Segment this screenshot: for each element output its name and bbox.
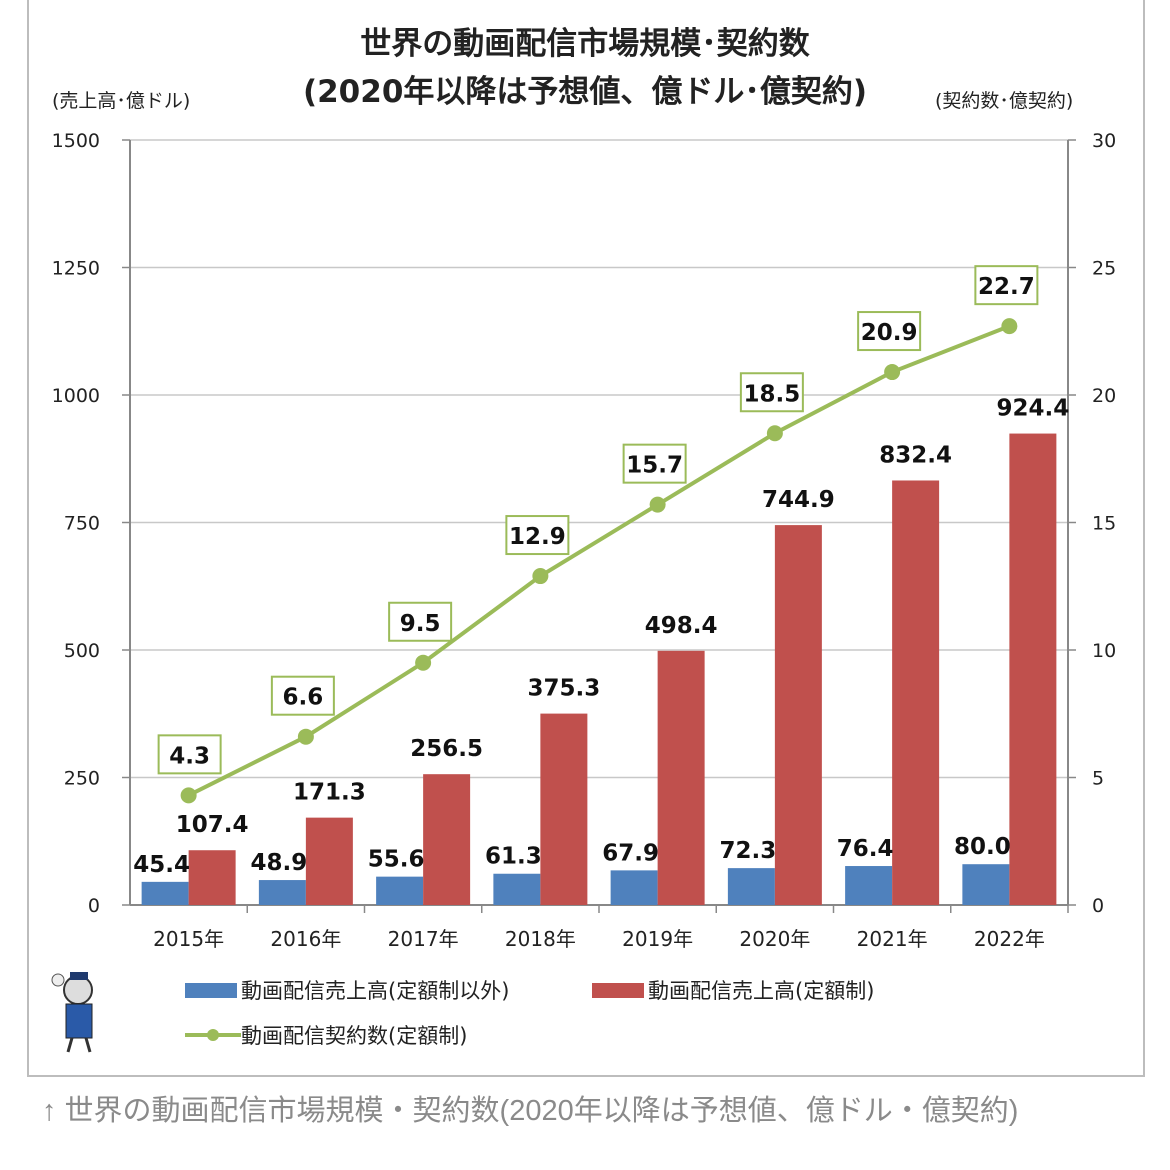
right-tick-label: 20 [1092, 385, 1116, 407]
bar-subscription [305, 817, 353, 905]
left-tick-label: 1250 [52, 258, 100, 280]
legend-swatch [185, 982, 237, 998]
left-tick-label: 500 [64, 640, 100, 662]
legend-label: 動画配信売上高(定額制) [648, 979, 875, 1003]
bar-label-subscription: 832.4 [879, 442, 952, 468]
left-axis-label: (売上高･億ドル) [52, 90, 191, 112]
bar-other [258, 880, 306, 905]
right-tick-label: 5 [1092, 768, 1104, 790]
line-label: 15.7 [626, 453, 683, 479]
x-tick-label: 2017年 [388, 927, 459, 951]
line-point [1001, 318, 1018, 335]
bar-label-other: 67.9 [602, 840, 659, 866]
bar-label-other: 48.9 [251, 850, 308, 876]
legend-item-line: 動画配信契約数(定額制) [185, 1020, 467, 1050]
line-label-box [739, 372, 804, 413]
legend-item-bar-other: 動画配信売上高(定額制以外) [185, 975, 509, 1005]
bar-other [845, 866, 893, 905]
line-label-box [388, 601, 453, 642]
bar-other [141, 881, 189, 905]
right-tick-label: 15 [1092, 513, 1116, 535]
line-point [415, 654, 432, 671]
caption: ↑ 世界の動画配信市場規模・契約数(2020年以降は予想値、億ドル・億契約) [42, 1095, 1019, 1127]
bar-other [493, 873, 541, 905]
bar-subscription [423, 774, 471, 905]
line-series [187, 324, 1011, 798]
line-label: 22.7 [978, 274, 1035, 300]
x-tick-label: 2022年 [974, 927, 1045, 951]
line-point [297, 728, 314, 745]
bar-subscription [540, 713, 588, 905]
left-tick-label: 1000 [52, 385, 100, 407]
line-label-box [505, 515, 570, 556]
line-point [180, 787, 197, 804]
bar-label-other: 80.0 [954, 834, 1011, 860]
line-label-box [857, 311, 922, 352]
left-tick-label: 750 [64, 513, 100, 535]
line-point [532, 568, 549, 585]
right-tick-label: 30 [1092, 130, 1116, 152]
mascot-icon [50, 968, 120, 1053]
bar-subscription [774, 525, 822, 905]
line-label-box [270, 675, 335, 716]
line-point [649, 496, 666, 513]
x-tick-label: 2019年 [622, 927, 693, 951]
legend-label: 動画配信売上高(定額制以外) [241, 979, 510, 1003]
chart-subtitle: (2020年以降は予想値、億ドル･億契約) [302, 74, 868, 110]
chart-title: 世界の動画配信市場規模･契約数 [360, 26, 810, 62]
left-tick-label: 1500 [52, 130, 100, 152]
bar-label-other: 76.4 [837, 836, 894, 862]
right-tick-label: 0 [1092, 895, 1104, 917]
bar-other [610, 870, 658, 905]
right-axis-label: (契約数･億契約) [935, 90, 1074, 112]
right-tick-label: 25 [1092, 258, 1116, 280]
line-label-box [974, 265, 1039, 306]
bar-other [962, 864, 1010, 905]
bar-subscription [188, 850, 236, 905]
right-tick-label: 10 [1092, 640, 1116, 662]
x-tick-label: 2021年 [857, 927, 928, 951]
legend-item-bar-subscription: 動画配信売上高(定額制) [592, 975, 874, 1005]
bar-label-other: 45.4 [133, 852, 190, 878]
bar-label-other: 72.3 [720, 838, 777, 864]
chart-plot: 0 250 500 750 1000 1250 1500 0 5 10 15 20 25 30 2015年 2… [52, 130, 1117, 951]
line-point [766, 425, 783, 442]
line-label: 18.5 [744, 381, 801, 407]
line-point [884, 364, 901, 381]
legend-label: 動画配信契約数(定額制) [241, 1024, 468, 1048]
x-tick-label: 2015年 [153, 927, 224, 951]
bar-label-subscription: 924.4 [996, 396, 1069, 422]
bar-subscription [657, 650, 705, 905]
x-tick-label: 2020年 [739, 927, 810, 951]
bar-label-other: 55.6 [368, 847, 425, 873]
line-label: 4.3 [169, 743, 210, 769]
line-label: 12.9 [509, 524, 566, 550]
left-tick-label: 250 [64, 768, 100, 790]
bar-subscription [892, 480, 940, 905]
bar-label-subscription: 256.5 [410, 736, 483, 762]
line-label: 6.6 [283, 685, 324, 711]
line-label: 20.9 [861, 320, 918, 346]
legend-swatch [185, 1029, 241, 1041]
line-label-box [157, 734, 222, 775]
line-label-box [622, 443, 687, 484]
bar-other [727, 868, 775, 905]
bar-label-subscription: 107.4 [176, 812, 249, 838]
bar-label-subscription: 171.3 [293, 780, 366, 806]
bar-label-subscription: 498.4 [645, 613, 718, 639]
left-tick-label: 0 [88, 895, 100, 917]
bar-other [376, 876, 424, 905]
bar-subscription [1009, 433, 1057, 905]
legend-swatch [592, 982, 644, 998]
bar-label-other: 61.3 [485, 844, 542, 870]
x-tick-label: 2018年 [505, 927, 576, 951]
x-tick-label: 2016年 [270, 927, 341, 951]
line-label: 9.5 [400, 611, 441, 637]
bar-label-subscription: 744.9 [762, 487, 835, 513]
bar-label-subscription: 375.3 [527, 676, 600, 702]
